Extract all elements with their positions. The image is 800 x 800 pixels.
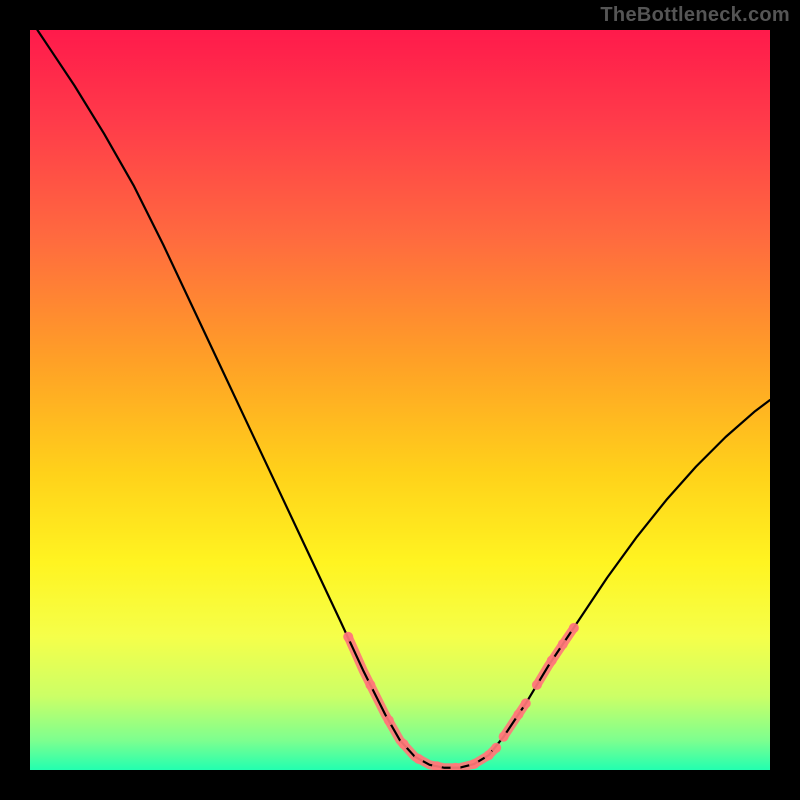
bottleneck-chart: TheBottleneck.com (0, 0, 800, 800)
chart-svg (0, 0, 800, 800)
watermark-text: TheBottleneck.com (600, 4, 790, 27)
plot-background (30, 30, 770, 770)
